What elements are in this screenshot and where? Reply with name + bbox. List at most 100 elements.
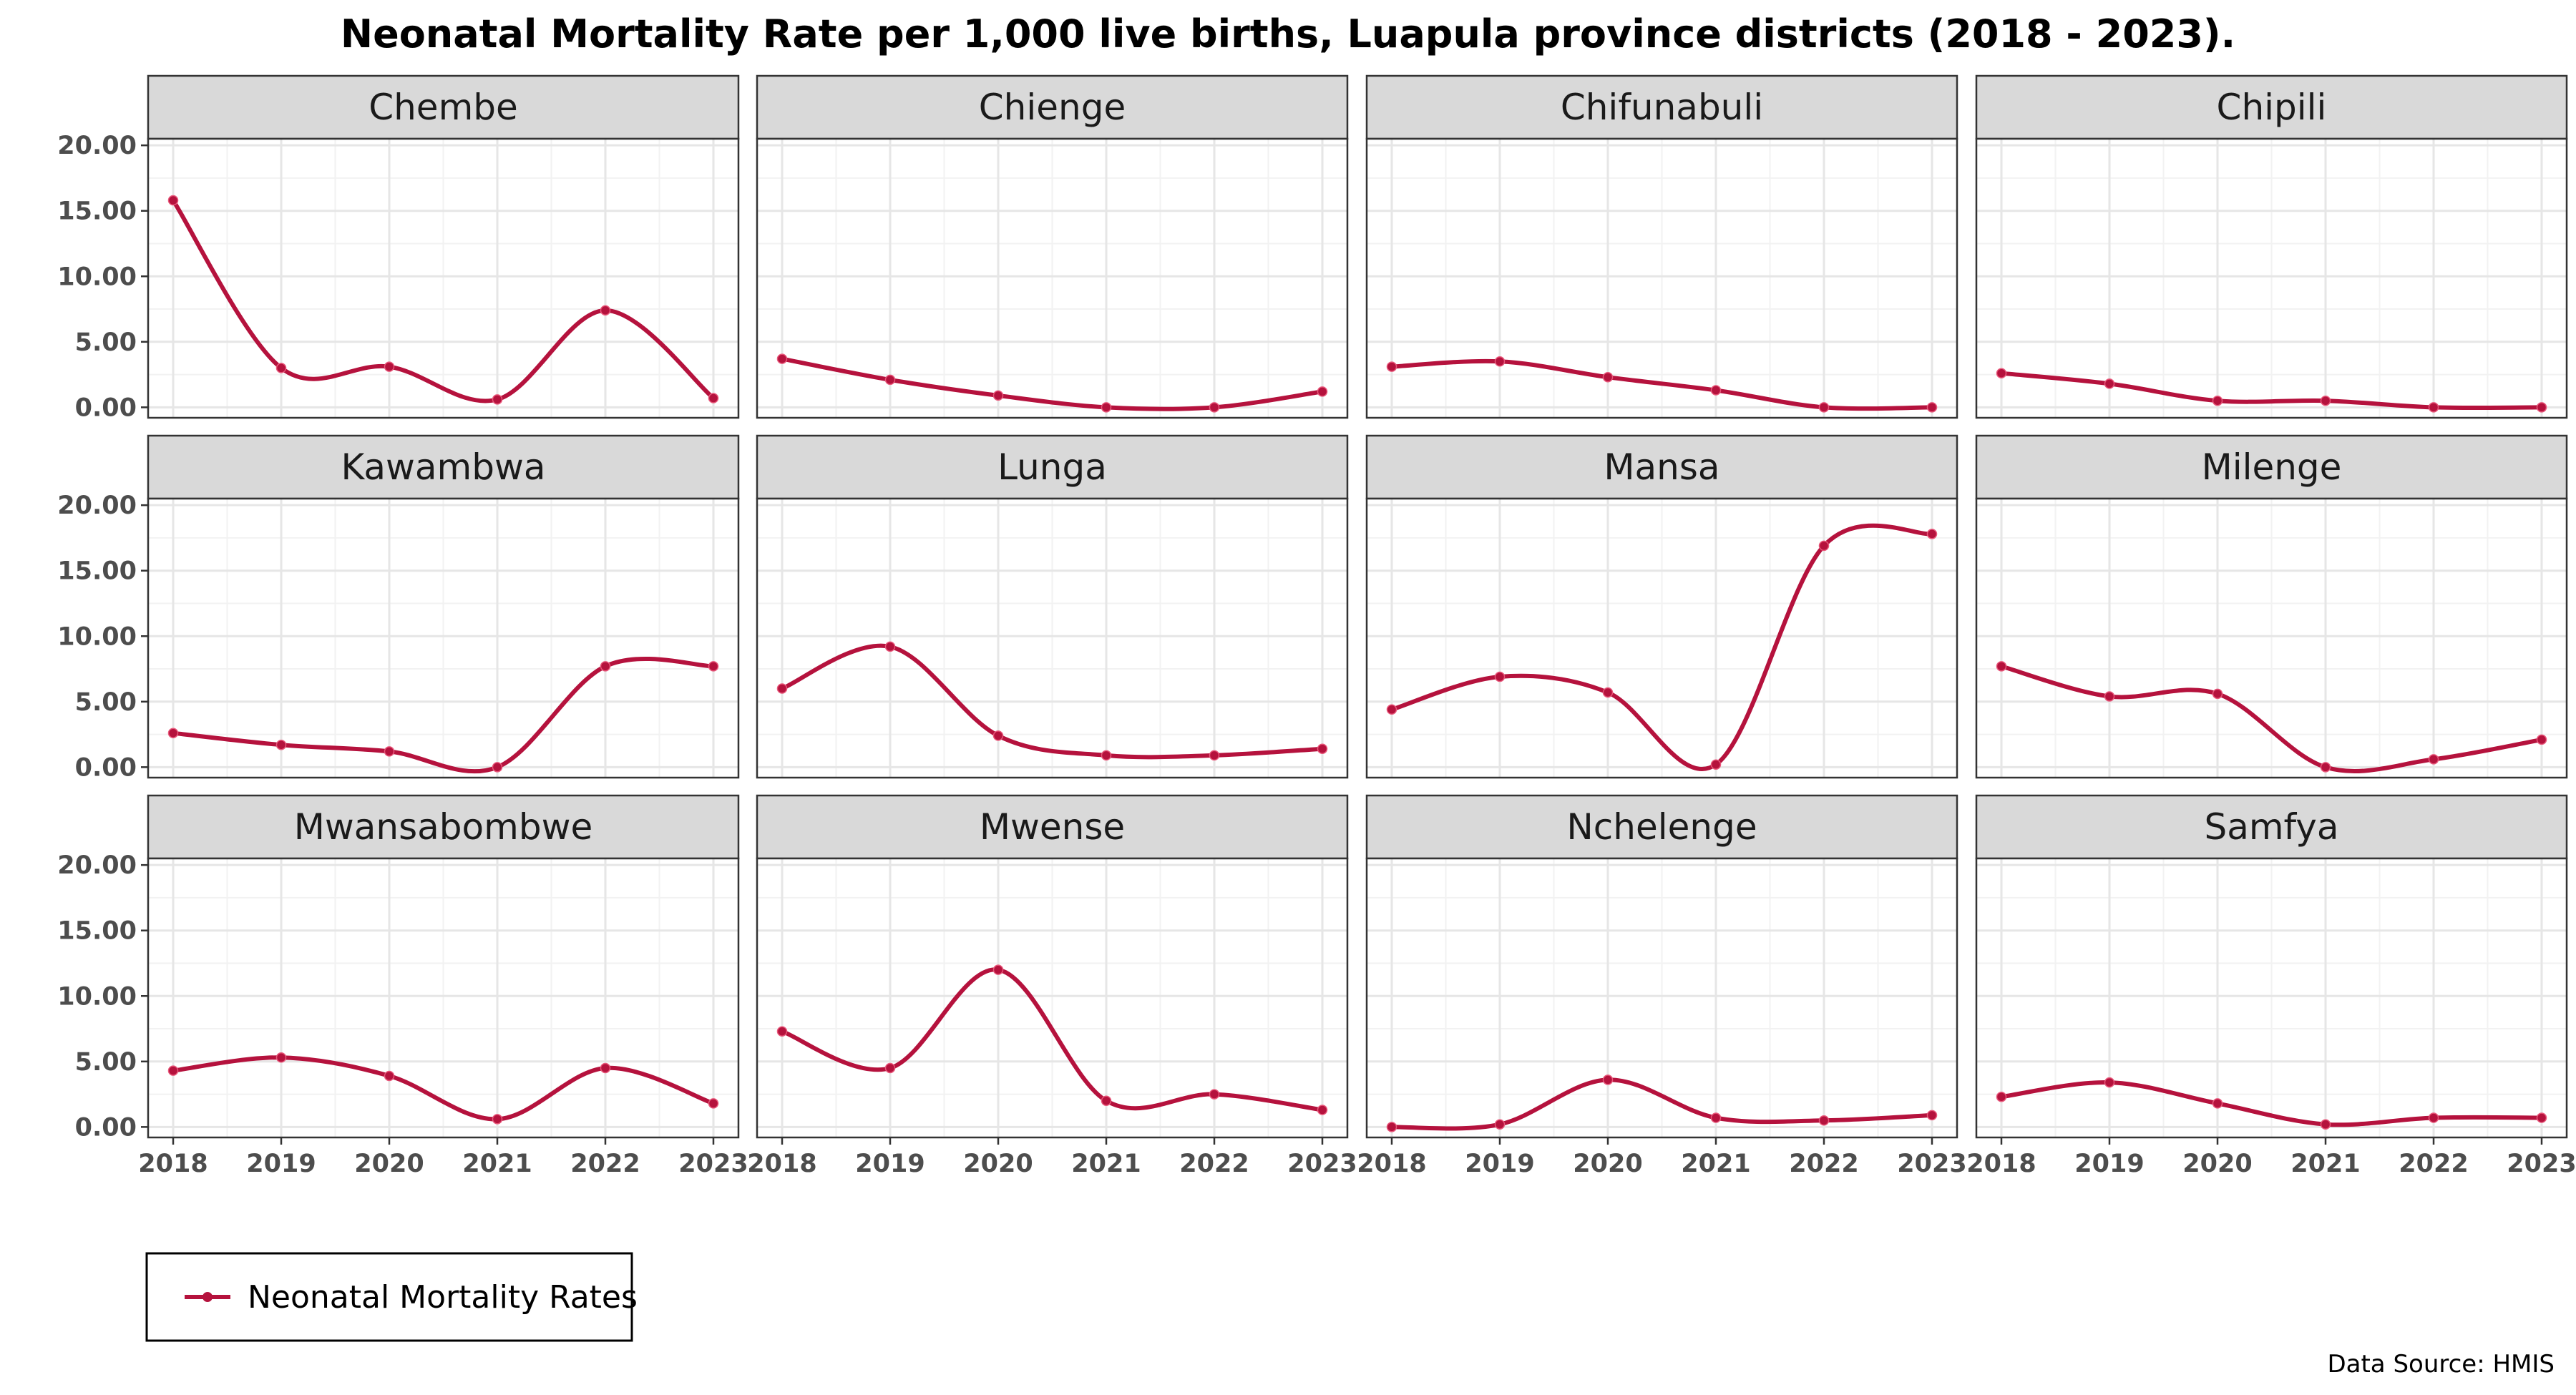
data-point bbox=[1317, 1105, 1328, 1115]
data-point bbox=[1386, 361, 1397, 372]
facet-panel-nchelenge: Nchelenge 2018 2019 2020 2021 2022 2023 bbox=[1357, 794, 1967, 1178]
series-line-neonatal-mortality bbox=[780, 356, 1324, 411]
data-point bbox=[1926, 402, 1938, 413]
x-tick-label: 2023 bbox=[1897, 1150, 1966, 1178]
data-point bbox=[492, 394, 503, 405]
series-line-neonatal-mortality bbox=[171, 657, 716, 774]
data-point bbox=[1317, 386, 1328, 397]
y-tick-label: 0.00 bbox=[75, 1113, 137, 1142]
data-point bbox=[2104, 378, 2115, 389]
data-point bbox=[1602, 371, 1614, 383]
x-tick-label: 2019 bbox=[1465, 1150, 1534, 1178]
data-point bbox=[884, 1062, 896, 1074]
panel-border bbox=[1365, 497, 1958, 779]
legend: Neonatal Mortality Rates bbox=[145, 1252, 638, 1342]
y-tick-label: 20.00 bbox=[57, 132, 137, 160]
facet-strip bbox=[1975, 434, 2568, 500]
x-tick-label: 2020 bbox=[354, 1150, 424, 1178]
facet-strip bbox=[1975, 74, 2568, 140]
data-point bbox=[1101, 750, 1112, 761]
facet-strip bbox=[1975, 794, 2568, 860]
facet-strip-label: Mwansabombwe bbox=[294, 806, 592, 848]
x-tick-label: 2023 bbox=[1287, 1150, 1357, 1178]
panel-border bbox=[1975, 137, 2568, 419]
x-tick-label: 2023 bbox=[678, 1150, 748, 1178]
panel-border bbox=[1975, 857, 2568, 1139]
data-point bbox=[776, 1026, 788, 1037]
data-point bbox=[1317, 743, 1328, 754]
facet-strip bbox=[756, 434, 1349, 500]
x-tick-label: 2023 bbox=[2507, 1150, 2576, 1178]
data-point bbox=[492, 1114, 503, 1125]
facet-strip bbox=[1365, 434, 1958, 500]
data-point bbox=[1818, 402, 1830, 413]
data-point bbox=[2320, 395, 2331, 406]
panel-border bbox=[1365, 137, 1958, 419]
facet-strip bbox=[147, 794, 740, 860]
data-point bbox=[2212, 1098, 2223, 1109]
data-point bbox=[600, 1062, 611, 1074]
facet-panel-mwansabombwe: Mwansabombwe 0.00 5.00 10.00 15.00 20.00 2018 2… bbox=[57, 794, 748, 1178]
data-point bbox=[1710, 1112, 1722, 1123]
data-point bbox=[2428, 1112, 2439, 1123]
facet-strip-label: Chembe bbox=[369, 87, 518, 128]
data-point bbox=[1818, 1115, 1830, 1126]
data-point bbox=[1926, 529, 1938, 539]
series-line-neonatal-mortality bbox=[1390, 1077, 1934, 1131]
data-point bbox=[992, 964, 1004, 975]
x-tick-label: 2021 bbox=[1071, 1150, 1141, 1178]
facet-strip bbox=[1365, 74, 1958, 140]
data-point bbox=[776, 353, 788, 364]
data-point bbox=[1386, 704, 1397, 715]
data-point bbox=[1494, 356, 1506, 367]
series-line-neonatal-mortality bbox=[1999, 664, 2544, 773]
facet-panel-chipili: Chipili bbox=[1975, 74, 2568, 419]
y-tick-label: 20.00 bbox=[57, 491, 137, 520]
data-point bbox=[2212, 688, 2223, 700]
facet-strip-label: Kawambwa bbox=[341, 446, 545, 488]
x-tick-label: 2020 bbox=[2182, 1150, 2252, 1178]
x-tick-label: 2020 bbox=[1573, 1150, 1642, 1178]
facet-strip-label: Nchelenge bbox=[1566, 806, 1757, 848]
data-point bbox=[1386, 1122, 1397, 1132]
x-tick-label: 2020 bbox=[963, 1150, 1033, 1178]
data-point bbox=[2536, 734, 2547, 745]
panel-border bbox=[756, 497, 1349, 779]
data-point bbox=[1996, 1091, 2007, 1102]
data-point bbox=[708, 393, 719, 403]
panel-border bbox=[1975, 497, 2568, 779]
data-point bbox=[492, 762, 503, 773]
series-line-neonatal-mortality bbox=[1999, 371, 2544, 411]
data-point bbox=[275, 1052, 287, 1063]
facet-strip-label: Samfya bbox=[2204, 806, 2338, 848]
facet-strip-label: Chipili bbox=[2217, 87, 2327, 128]
x-tick-label: 2019 bbox=[246, 1150, 316, 1178]
data-point bbox=[600, 305, 611, 316]
data-point bbox=[1602, 1075, 1614, 1085]
data-point bbox=[884, 374, 896, 386]
panel-border bbox=[147, 497, 740, 779]
legend-point-swatch bbox=[203, 1292, 213, 1302]
y-tick-label: 5.00 bbox=[75, 1048, 137, 1077]
facet-strip-label: Lunga bbox=[997, 446, 1107, 488]
y-tick-label: 0.00 bbox=[75, 393, 137, 422]
facet-panel-chifunabuli: Chifunabuli bbox=[1365, 74, 1958, 419]
series-line-neonatal-mortality bbox=[1390, 358, 1934, 411]
data-point bbox=[2104, 691, 2115, 702]
facet-strip-label: Milenge bbox=[2202, 446, 2342, 488]
data-point bbox=[600, 661, 611, 672]
data-point bbox=[2320, 762, 2331, 773]
data-point bbox=[884, 641, 896, 652]
data-point bbox=[1494, 1119, 1506, 1130]
y-tick-label: 10.00 bbox=[57, 982, 137, 1011]
data-point bbox=[1494, 671, 1506, 682]
x-tick-label: 2021 bbox=[462, 1150, 532, 1178]
data-point bbox=[384, 1070, 395, 1082]
x-tick-label: 2022 bbox=[1179, 1150, 1249, 1178]
data-point bbox=[1818, 540, 1830, 552]
data-point bbox=[2428, 754, 2439, 765]
facet-panel-samfya: Samfya 2018 2019 2020 2021 2022 2023 bbox=[1966, 794, 2576, 1178]
panel-border bbox=[756, 857, 1349, 1139]
y-tick-label: 15.00 bbox=[57, 917, 137, 946]
